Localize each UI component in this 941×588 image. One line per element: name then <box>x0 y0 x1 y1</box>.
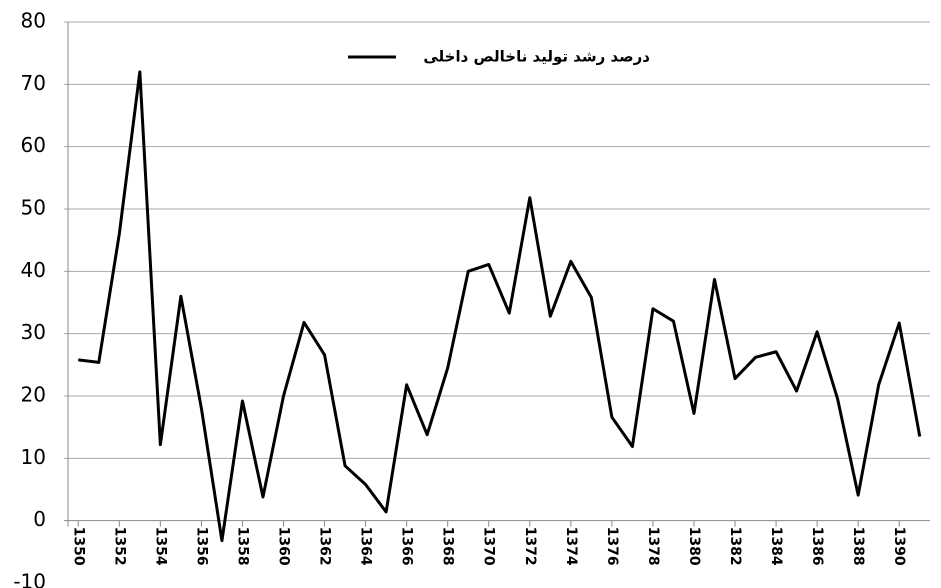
legend-label: درصد رشد تولید ناخالص داخلی <box>423 48 650 66</box>
x-tick-label: 1350 <box>70 527 86 566</box>
x-tick-label: 1360 <box>276 527 292 566</box>
x-tick-label: 1368 <box>440 527 456 566</box>
x-tick-label: 1378 <box>645 527 661 566</box>
x-tick-label: 1380 <box>686 527 702 566</box>
y-tick-label: -10 <box>13 570 46 588</box>
x-tick-label: 1358 <box>234 527 250 566</box>
x-tick-label: 1386 <box>809 527 825 566</box>
x-tick-label: 1374 <box>563 527 579 566</box>
y-tick-label: 70 <box>21 71 46 95</box>
x-tick-label: 1372 <box>522 527 538 566</box>
x-tick-label: 1352 <box>111 527 127 566</box>
x-tick-label: 1370 <box>481 527 497 566</box>
x-tick-label: 1354 <box>152 527 168 566</box>
y-tick-label: 50 <box>21 196 46 220</box>
x-tick-label: 1388 <box>850 527 866 566</box>
y-tick-label: 30 <box>21 320 46 344</box>
y-tick-label: 10 <box>21 445 46 469</box>
x-tick-label: 1362 <box>317 527 333 566</box>
y-tick-label: 20 <box>21 383 46 407</box>
page: {"chart_data": {"type": "line", "x": [13… <box>0 0 941 588</box>
chart: -10 0 10 20 30 40 50 60 70 80 1350 1352 1354 1356 1358… <box>0 0 941 588</box>
y-tick-label: 60 <box>21 133 46 157</box>
x-tick-label: 1356 <box>193 527 209 566</box>
y-tick-label: 40 <box>21 258 46 282</box>
x-tick-label: 1364 <box>358 527 374 566</box>
x-tick-label: 1390 <box>891 527 907 566</box>
x-tick-label: 1376 <box>604 527 620 566</box>
x-tick-label: 1366 <box>399 527 415 566</box>
x-tick-label: 1384 <box>768 527 784 566</box>
y-tick-label: 80 <box>21 9 46 33</box>
x-tick-label: 1382 <box>727 527 743 566</box>
line-series <box>78 72 919 541</box>
y-tick-label: 0 <box>33 507 46 531</box>
